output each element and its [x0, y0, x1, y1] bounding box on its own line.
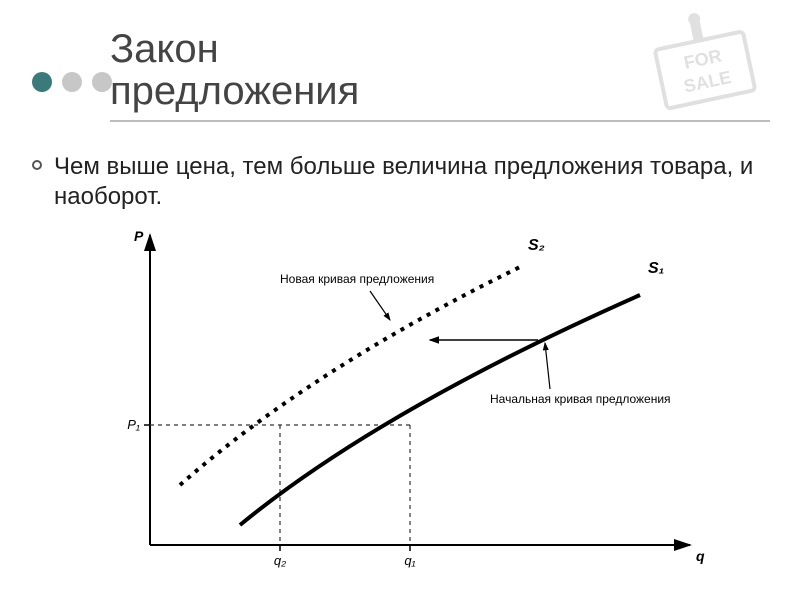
title-line1: Закон — [110, 28, 359, 70]
supply-chart: Pq P₁ q₂ q₁ S₂ S₁ Новая кривая предложения Нача… — [80, 225, 720, 585]
title-dots — [32, 72, 112, 92]
title-underline — [110, 120, 770, 122]
svg-text:Новая кривая предложения: Новая кривая предложения — [280, 272, 434, 286]
svg-text:Начальная кривая предложения: Начальная кривая предложения — [490, 392, 671, 406]
bullet-marker-icon — [32, 160, 42, 170]
svg-text:P: P — [134, 228, 144, 244]
slide-title: Закон предложения — [110, 28, 359, 112]
svg-text:S₂: S₂ — [528, 237, 545, 254]
slide: FOR SALE Закон предложения Чем выше цена… — [0, 0, 800, 600]
dot-1 — [32, 72, 52, 92]
svg-text:q₂: q₂ — [274, 553, 286, 568]
svg-text:S₁: S₁ — [648, 260, 664, 277]
for-sale-watermark: FOR SALE — [630, 10, 780, 130]
bullet-item: Чем выше цена, тем больше величина предл… — [32, 152, 762, 212]
bullet-text: Чем выше цена, тем больше величина предл… — [54, 152, 762, 212]
dot-3 — [92, 72, 112, 92]
title-line2: предложения — [110, 70, 359, 112]
svg-text:q: q — [696, 548, 705, 564]
dot-2 — [62, 72, 82, 92]
svg-text:q₁: q₁ — [404, 553, 415, 568]
svg-text:P₁: P₁ — [127, 417, 140, 432]
